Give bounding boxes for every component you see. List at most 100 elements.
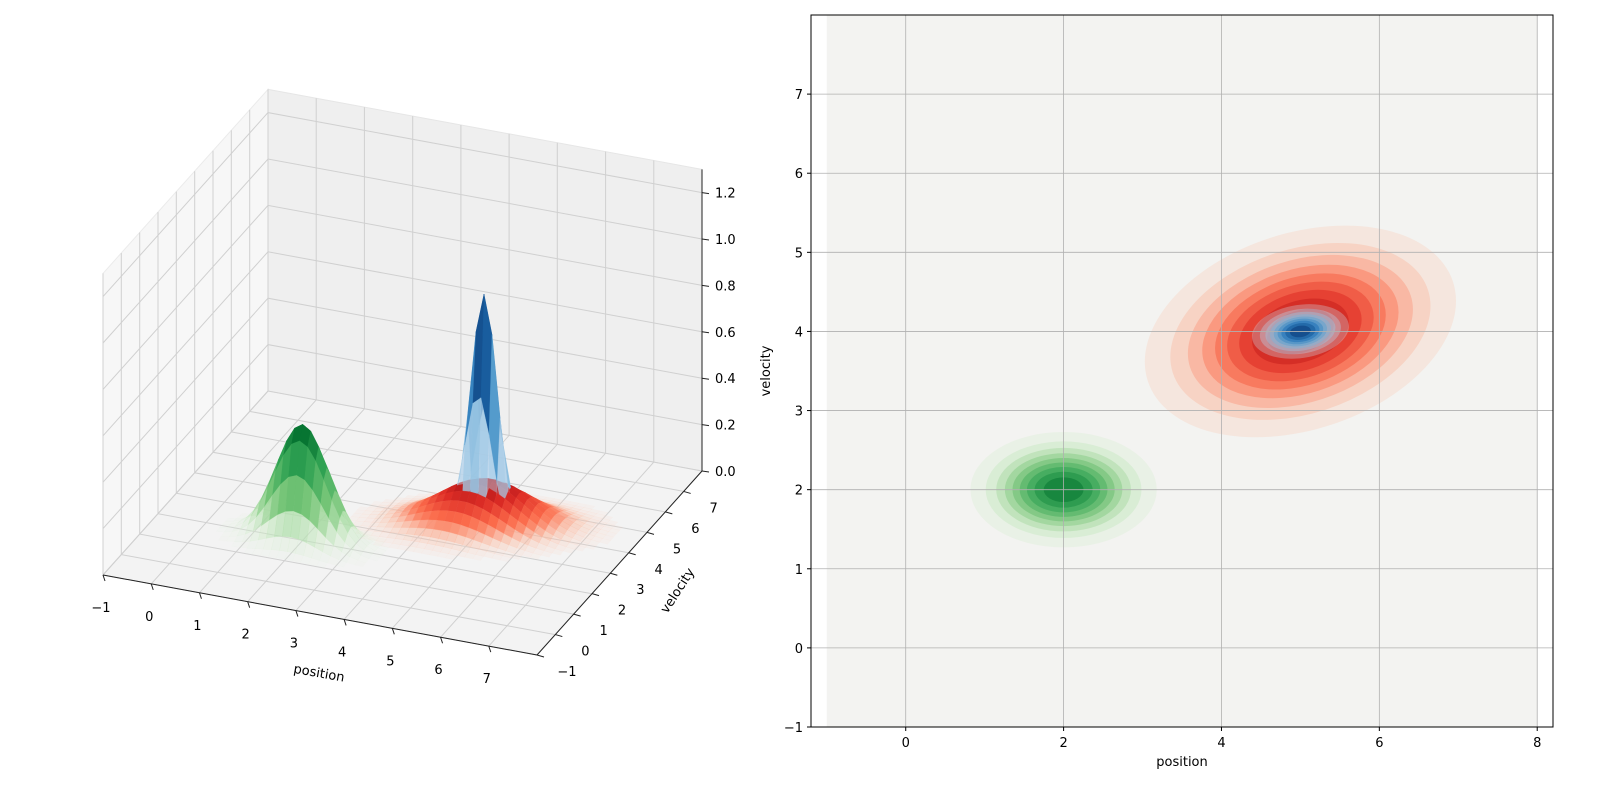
z-tick-label: 0.6 — [715, 326, 736, 341]
surface-cell — [319, 551, 331, 564]
surface-cell — [359, 534, 372, 540]
y-tick — [665, 511, 673, 515]
surface-cell — [605, 531, 618, 538]
surface-cell — [603, 522, 616, 529]
gridlines-2d — [811, 15, 1553, 728]
surface-cell — [303, 542, 315, 559]
surface-cell — [586, 529, 599, 537]
x-tick-label: 8 — [1533, 736, 1541, 751]
surface-cell — [410, 534, 423, 543]
surface-cell — [233, 533, 246, 543]
surface-cell — [355, 517, 368, 522]
surface-cell — [368, 521, 381, 528]
surface-cell — [588, 539, 601, 547]
surface-cell — [559, 499, 572, 505]
surface-cell — [454, 534, 467, 545]
surface-cell — [489, 537, 502, 549]
surface-cell — [470, 539, 483, 550]
surface-cell — [564, 503, 577, 508]
surface-cell — [516, 541, 529, 551]
surface-cell — [600, 525, 613, 532]
surface-cell — [556, 502, 569, 507]
surface-cell — [502, 550, 515, 558]
z-tick-label: 0.8 — [715, 279, 736, 294]
surface-cell — [322, 537, 334, 557]
surface-cell — [393, 496, 406, 501]
surface-cell — [451, 542, 463, 551]
surface-cell — [259, 548, 272, 557]
surface-cell — [218, 523, 231, 529]
surface-cell — [238, 540, 251, 549]
surface-cell — [360, 549, 373, 560]
x-tick-label: 6 — [434, 663, 442, 678]
surface-cell — [427, 536, 439, 546]
surface-cell — [373, 526, 386, 533]
axes-frame — [810, 14, 1554, 728]
surface-cell — [246, 539, 259, 549]
z-tick — [701, 424, 710, 427]
surface-cell — [565, 542, 578, 550]
surface-cell — [540, 550, 553, 558]
surface-cell — [486, 545, 499, 554]
surface-cell — [357, 554, 370, 564]
z-tick — [701, 470, 710, 473]
surface-cell — [335, 559, 348, 568]
y-axis-label: velocity — [759, 345, 774, 396]
surface-cell — [402, 533, 415, 542]
y-tick — [555, 634, 563, 638]
surface-cell — [596, 510, 609, 516]
surface-cell — [456, 550, 469, 558]
x-tick-label: 7 — [483, 672, 491, 687]
surface-cell — [251, 548, 264, 556]
surface-cell — [236, 523, 249, 537]
surface-cell — [572, 505, 585, 510]
surface-cell — [551, 548, 564, 556]
surface-cell — [601, 515, 614, 521]
surface-cell — [424, 543, 436, 551]
surface-cell — [527, 538, 540, 549]
surface-cell — [557, 538, 570, 548]
y-tick-label: 5 — [673, 542, 681, 557]
surface-cell — [330, 545, 342, 560]
surface-cell — [529, 552, 542, 560]
surface-cell — [415, 541, 428, 550]
surface-cell — [215, 527, 228, 533]
surface-cell — [226, 521, 240, 529]
surface-cell — [358, 513, 371, 519]
z-tick — [701, 192, 710, 195]
surface-cell — [594, 532, 607, 539]
surface-cell — [353, 509, 366, 515]
surface-cell — [407, 540, 420, 548]
surface-cell — [235, 517, 247, 527]
surface-cell — [592, 523, 605, 530]
surface-cell — [375, 537, 388, 543]
surface-cell — [363, 517, 376, 523]
surface-cell — [554, 543, 567, 552]
surface-cell — [494, 547, 507, 557]
surface-cell — [230, 541, 243, 548]
surface-cell — [358, 536, 371, 547]
surface-cell — [287, 536, 299, 554]
z-tick-label: 1.2 — [715, 187, 736, 202]
surface-cell — [356, 528, 370, 537]
surface-cell — [459, 544, 471, 553]
x-tick-label: 6 — [1375, 736, 1383, 751]
surface-cell — [386, 532, 399, 539]
surface-cell — [377, 544, 390, 551]
surface-cell — [383, 537, 396, 544]
surface-cell — [432, 544, 444, 553]
surface-cell — [372, 539, 385, 546]
y-tick-label: 0 — [795, 642, 803, 657]
surface-cell — [396, 544, 409, 551]
surface-cell — [521, 550, 534, 558]
surface-cell — [464, 552, 477, 560]
surface-cell — [435, 538, 447, 548]
y-tick-label: 2 — [618, 604, 626, 619]
z-tick-label: 0.0 — [715, 465, 736, 480]
x-tick — [150, 583, 154, 591]
x-tick — [295, 610, 299, 617]
surface-cell — [542, 496, 556, 502]
x-axis-line — [102, 574, 538, 656]
surface-cell — [375, 536, 388, 543]
surface-cell — [369, 510, 382, 515]
